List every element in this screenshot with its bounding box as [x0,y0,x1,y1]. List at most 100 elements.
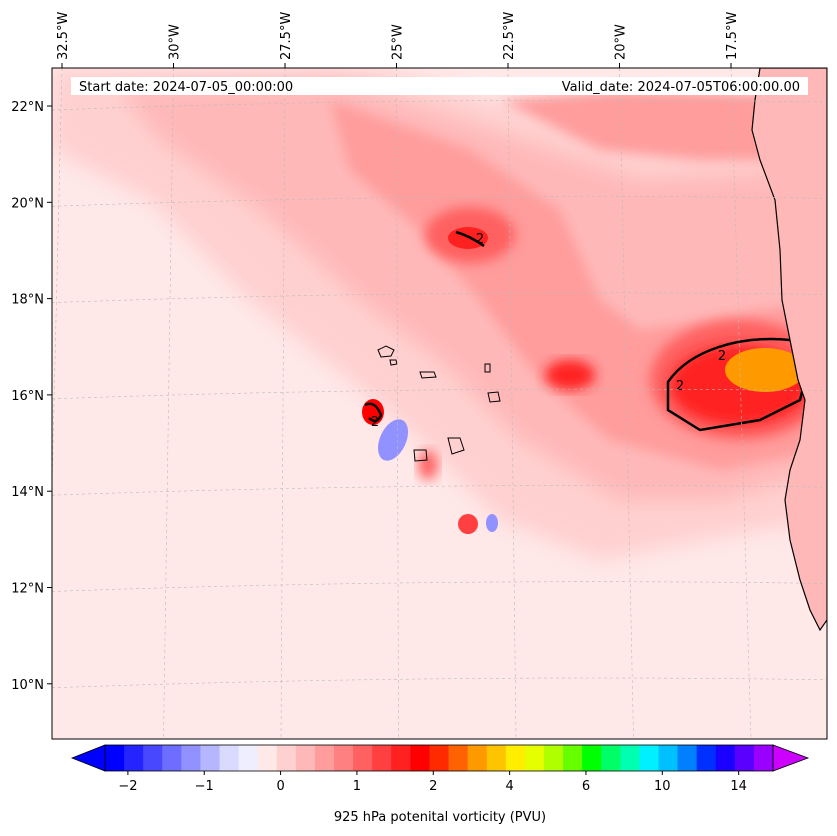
lon-gridline [507,68,517,739]
lat-tick-label: 18°N [11,293,44,308]
island-boa-vista [487,391,501,403]
lon-tick-label: 22.5°W [502,12,517,60]
colorbar-swatch [715,745,736,771]
colorbar-tick-label: 10 [654,779,671,794]
lon-tick-label: 17.5°W [725,12,740,60]
colorbar-swatch [696,745,717,771]
colorbar-tick-label: 14 [730,779,747,794]
coast-contour [666,337,812,432]
lat-gridline [52,292,827,303]
contour-label-d: 2 [476,232,484,247]
colorbar-swatch [105,745,125,771]
colorbar-swatch [353,745,373,771]
valid-date: Valid_date: 2024-07-05T06:00:00.00 [562,80,800,95]
colorbar-swatch [410,745,430,771]
island-fogo [413,449,428,462]
island-sao-vicente [389,359,398,366]
lon-tick-label: 30°W [168,24,183,60]
lat-tick-label: 10°N [11,678,44,693]
lon-gridline [163,68,174,739]
north-max-contour [455,230,485,248]
lon-gridline [396,68,399,739]
longitude-ticks: 32.5°W 30°W 27.5°W 25°W 22.5°W 20°W 17.5°W [56,12,740,68]
colorbar-swatch [486,745,507,771]
colorbar-swatch [391,745,411,771]
lat-gridline [52,99,827,111]
negative-pv-patch [377,419,409,461]
lat-gridline [52,196,827,207]
lon-tick-label: 20°W [614,24,629,60]
colorbar-swatch [334,745,354,771]
lat-gridline [52,581,827,592]
colorbar-swatch [467,745,488,771]
pv-field [52,68,827,632]
colorbar-tick-label: 2 [429,779,437,794]
lat-gridline [52,677,827,689]
eddy-east [418,450,438,480]
colorbar-swatch [162,745,182,771]
colorbar-swatch [181,745,201,771]
colorbar-extend-low [70,744,106,772]
lon-gridline [619,68,634,739]
colorbar-swatch [543,745,564,771]
lat-tick-label: 14°N [11,485,44,500]
island-santiago [447,437,465,455]
colorbar-swatch [200,745,221,771]
colorbar-swatch [620,745,640,771]
colorbar-swatch [734,745,755,771]
lat-tick-label: 16°N [11,389,44,404]
colorbar-swatch [582,745,602,771]
colorbar-swatch [677,745,698,771]
island-santo-antao [377,345,395,358]
colorbar-tick-label: 1 [353,779,361,794]
lon-tick-label: 32.5°W [56,12,71,60]
colorbar-swatch [295,745,316,771]
colorbar-extend-high [772,744,810,772]
eddy-west-contour [364,402,383,423]
island-sao-nicolau [419,371,437,379]
lon-tick-label: 27.5°W [279,12,294,60]
colorbar-tick-label: −1 [195,779,214,794]
colorbar-swatch [753,745,774,771]
lat-tick-label: 22°N [11,100,44,115]
contour-label-c: 2 [718,349,726,364]
colorbar: −2 −1 0 1 2 4 6 10 14 [70,744,810,794]
pv-north-strip [500,90,827,160]
colorbar-swatch [448,745,469,771]
colorbar-label: 925 hPa potenital vorticity (PVU) [334,810,546,825]
eddy-south [458,514,478,534]
map-frame [51,67,828,740]
colorbar-swatch [257,745,278,771]
colorbar-swatch [124,745,144,771]
colorbar-tick-label: 0 [276,779,284,794]
colorbar-swatch [639,745,659,771]
lat-tick-label: 12°N [11,582,44,597]
lat-gridline [52,388,827,400]
lon-gridline [730,68,752,739]
colorbar-tick-label: 4 [505,779,513,794]
lat-tick-label: 20°N [11,196,44,211]
colorbar-swatch [314,745,335,771]
start-date: Start date: 2024-07-05_00:00:00 [79,80,293,95]
header-box [71,77,808,95]
colorbar-swatch [505,745,526,771]
mid-max [545,360,595,390]
gridlines [52,68,827,739]
map-panel: 2 2 2 2 Start date: 2024-07-05_00:00:00 … [51,67,828,740]
colorbar-tick-label: −2 [118,779,137,794]
colorbar-swatch [238,745,259,771]
contour-label-b: 2 [676,379,684,394]
colorbar-swatch [601,745,621,771]
negative-pv-patch-south [486,514,498,532]
colorbar-swatch [372,745,392,771]
colorbar-tick-label: 6 [582,779,590,794]
lon-gridline [280,68,286,739]
lon-tick-label: 25°W [391,24,406,60]
colorbar-swatch [276,745,297,771]
latitude-ticks: 22°N 20°N 18°N 16°N 14°N 12°N 10°N [11,100,52,693]
colorbar-frame [104,744,774,772]
lat-gridline [52,485,827,496]
contour-label-a: 2 [371,415,379,430]
colorbar-swatch [563,745,583,771]
